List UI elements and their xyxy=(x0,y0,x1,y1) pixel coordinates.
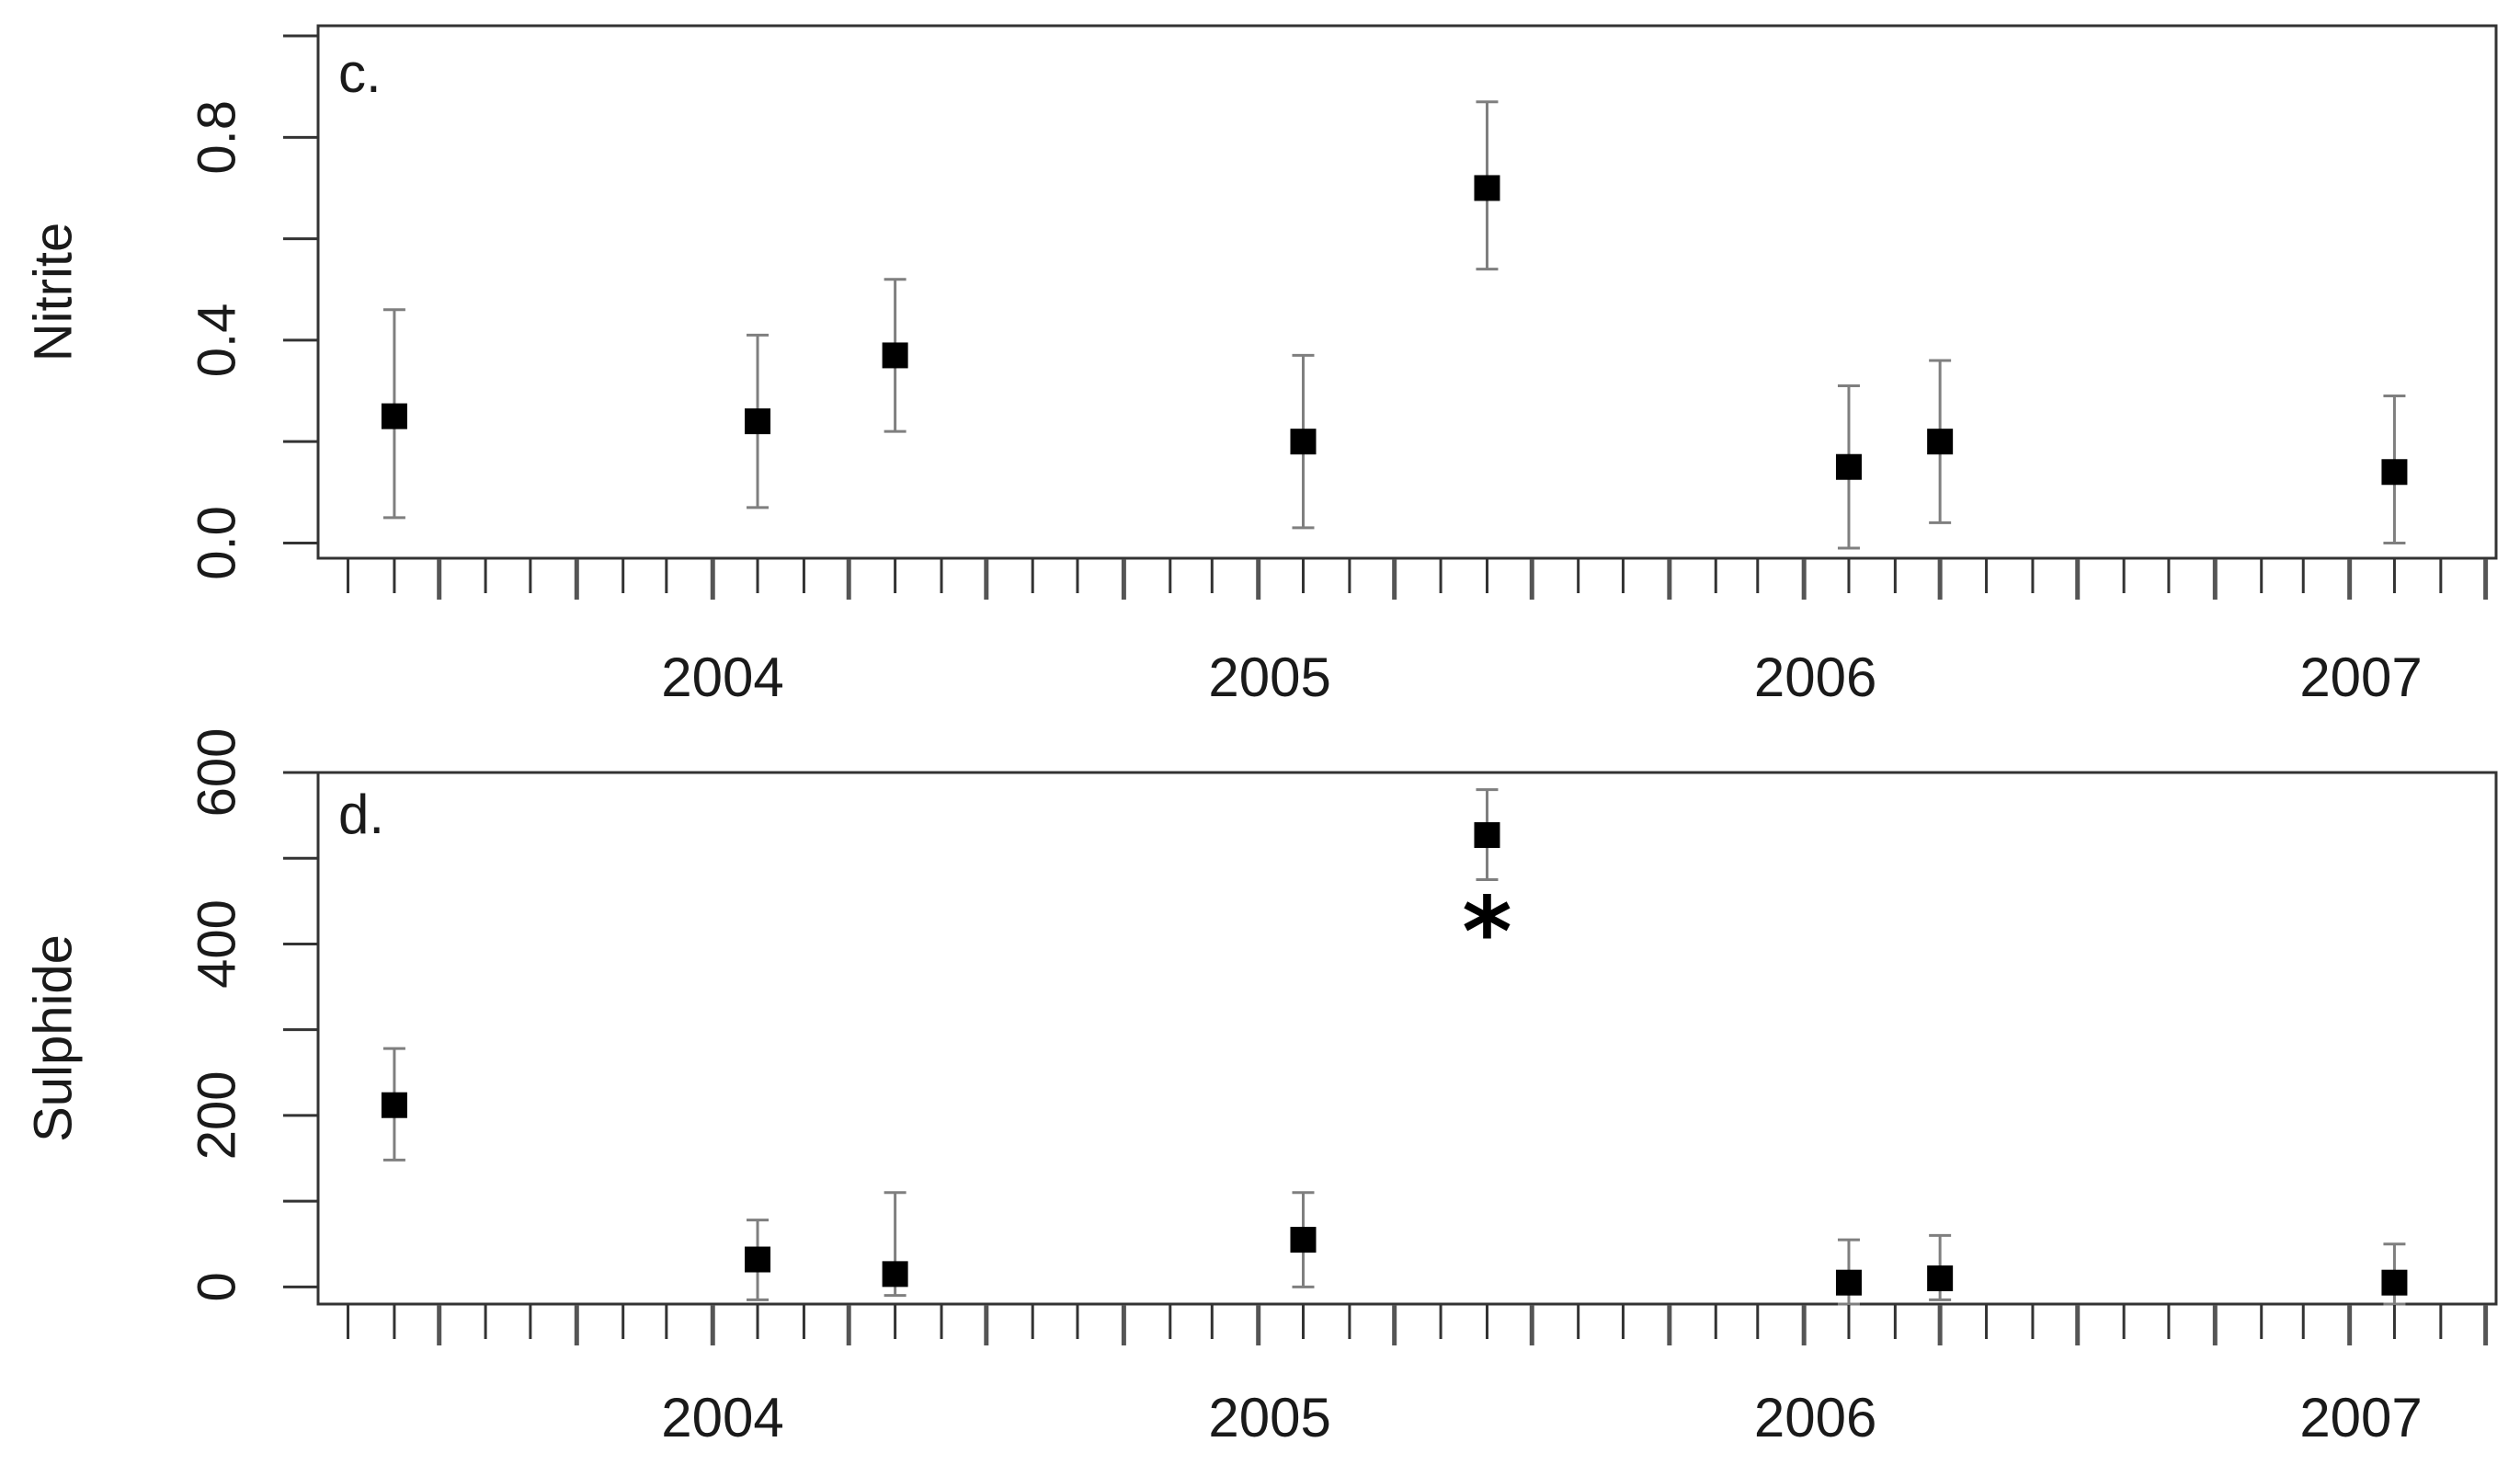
sulphide-y-tick-label: 200 xyxy=(187,1071,246,1161)
sulphide-panel-letter: d. xyxy=(338,784,384,845)
sulphide-y-tick-label: 0 xyxy=(187,1272,246,1301)
sulphide-data-point xyxy=(1835,1269,1862,1296)
sulphide-x-axis: 2004 2005 2006 2007 xyxy=(347,1305,2489,1448)
sulphide-data-point xyxy=(381,1092,407,1118)
nitrite-y-tick-label: 0.4 xyxy=(187,303,246,378)
sulphide-y-tick-label: 400 xyxy=(187,899,246,989)
nitrite-data-point xyxy=(1927,429,1954,455)
sulphide-data-point xyxy=(882,1261,908,1288)
sulphide-y-axis-label: Sulphide xyxy=(23,934,83,1142)
nitrite-data-point xyxy=(745,408,771,435)
sulphide-data-point xyxy=(2381,1269,2408,1296)
sulphide-y-axis: 0 200 400 600 xyxy=(187,728,320,1301)
nitrite-y-tick-label: 0.8 xyxy=(187,100,246,175)
sulphide-x-tick-label: 2006 xyxy=(1754,1387,1876,1448)
nitrite-x-tick-label: 2004 xyxy=(661,647,783,708)
nitrite-data-point xyxy=(1290,429,1317,455)
sulphide-data-point xyxy=(1927,1265,1954,1292)
nitrite-x-axis: 2004 2005 2006 2007 xyxy=(347,559,2489,708)
nitrite-data-point xyxy=(2381,459,2408,486)
nitrite-x-tick-label: 2007 xyxy=(2299,647,2422,708)
nitrite-data-point xyxy=(381,403,407,429)
nitrite-x-tick-label: 2005 xyxy=(1208,647,1330,708)
sulphide-x-tick-label: 2004 xyxy=(661,1387,783,1448)
sulphide-data-point xyxy=(745,1246,771,1273)
significance-asterisk: * xyxy=(1462,876,1511,988)
nitrite-y-axis-label: Nitrite xyxy=(23,223,83,361)
nitrite-data-point xyxy=(882,342,908,369)
sulphide-data-point xyxy=(1474,822,1500,849)
sulphide-x-tick-label: 2005 xyxy=(1208,1387,1330,1448)
nitrite-y-axis: 0.0 0.4 0.8 xyxy=(187,34,320,580)
nitrite-panel: 0.0 0.4 0.8 2004 2005 2006 2007 c. Nitrite xyxy=(23,24,2498,708)
sulphide-data-point xyxy=(1290,1227,1317,1253)
sulphide-x-tick-label: 2007 xyxy=(2299,1387,2422,1448)
nitrite-data-point xyxy=(1474,175,1500,201)
nitrite-data-point xyxy=(1835,453,1862,480)
nitrite-y-tick-label: 0.0 xyxy=(187,506,246,580)
nitrite-points xyxy=(381,175,2408,486)
nitrite-x-tick-label: 2006 xyxy=(1754,647,1876,708)
sulphide-y-tick-label: 600 xyxy=(187,728,246,818)
sulphide-points xyxy=(381,822,2408,1296)
nitrite-panel-letter: c. xyxy=(338,42,382,104)
